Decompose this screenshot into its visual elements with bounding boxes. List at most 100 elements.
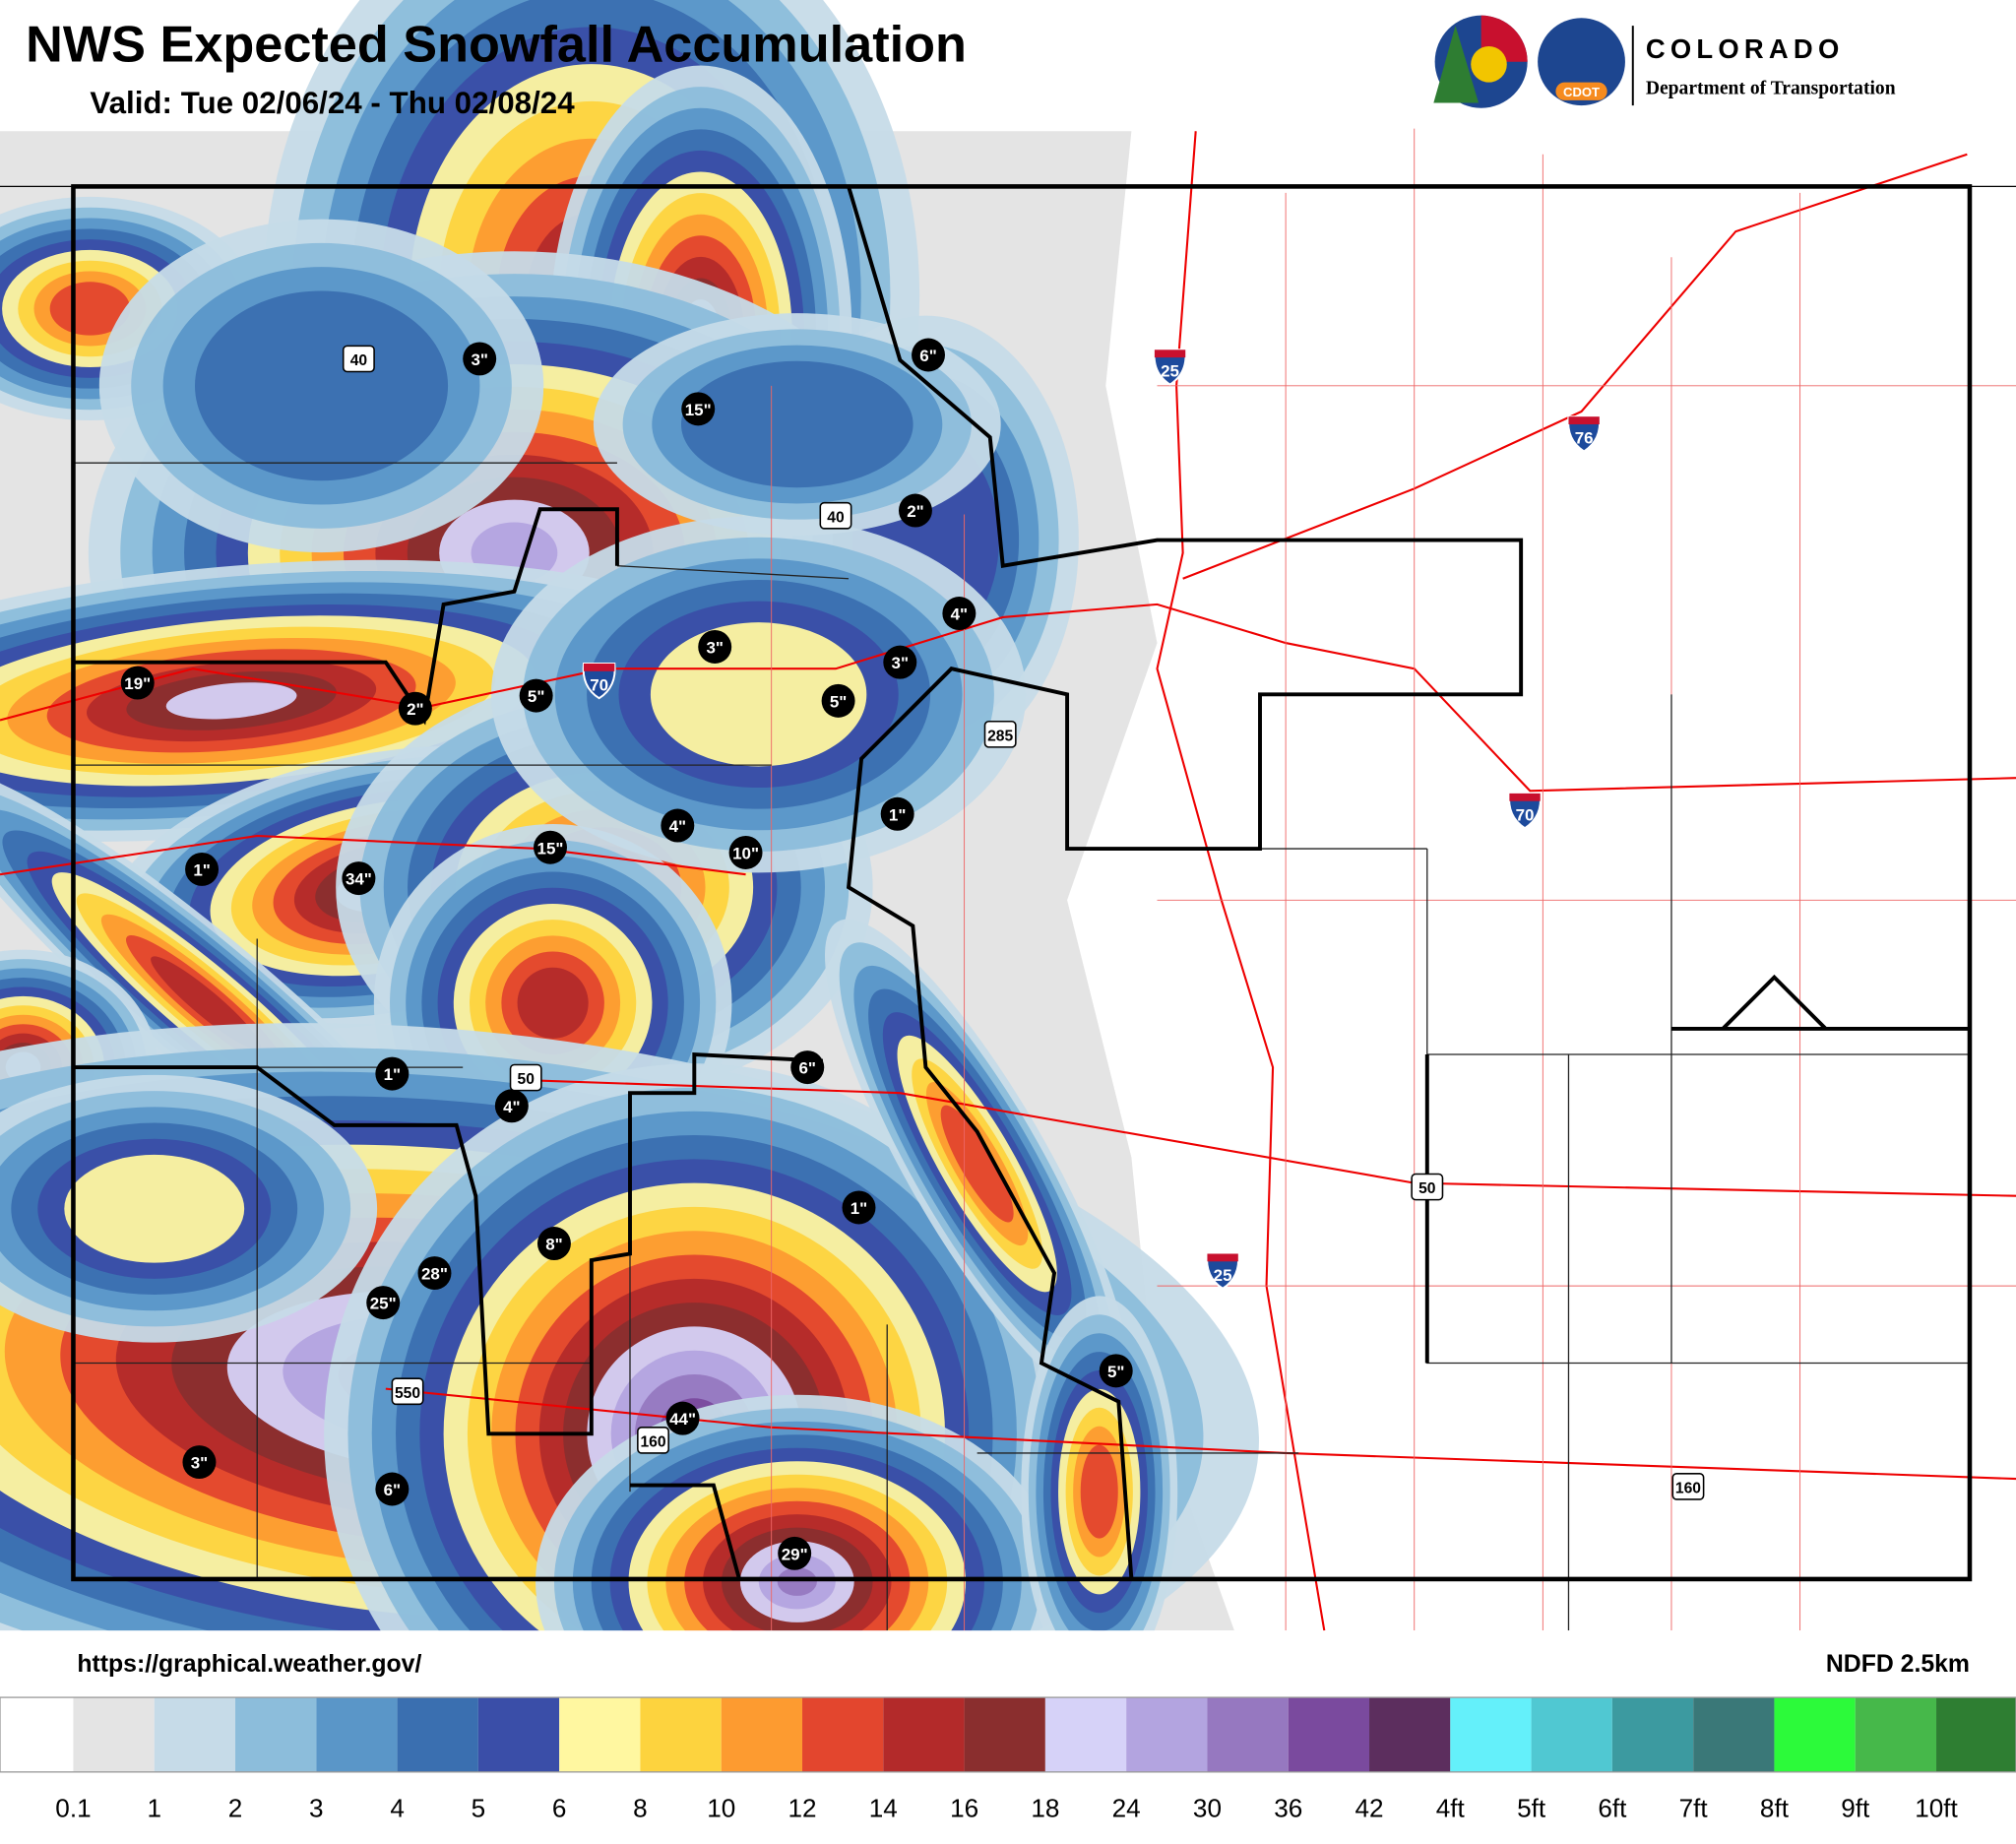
legend-swatch — [721, 1697, 803, 1772]
snow-area — [1080, 1444, 1118, 1539]
snow-label: 19" — [124, 674, 151, 693]
snow-label-dot — [182, 1445, 217, 1480]
snow-label-dot — [842, 1190, 876, 1225]
snow-area — [49, 282, 131, 336]
snow-label-dot — [366, 1286, 401, 1320]
legend-swatch — [1126, 1697, 1208, 1772]
boundaries — [0, 128, 2016, 1631]
snow-label: 6" — [799, 1059, 816, 1078]
legend-swatch — [1531, 1697, 1612, 1772]
source-url[interactable]: https://graphical.weather.gov/ — [77, 1651, 421, 1678]
legend-label: 1 — [147, 1794, 161, 1823]
legend-swatch — [235, 1697, 317, 1772]
snow-label-dot — [665, 1401, 700, 1435]
snow-label-dot — [661, 808, 695, 843]
snow-label: 15" — [685, 401, 712, 419]
legend-label: 9ft — [1841, 1794, 1870, 1823]
snow-area — [940, 1105, 1014, 1223]
snow-label: 8" — [545, 1236, 562, 1254]
valid-dates: Valid: Tue 02/06/24 - Thu 02/08/24 — [90, 86, 575, 120]
snow-label-dot — [698, 630, 732, 664]
snow-label: 10" — [732, 845, 759, 863]
legend-label: 5 — [472, 1794, 486, 1823]
snow-label: 34" — [346, 870, 372, 889]
interstate-shield — [1508, 792, 1543, 830]
interstate-shield — [1206, 1252, 1240, 1290]
snow-label-dot — [375, 1472, 410, 1506]
interstate-shield-top — [1509, 793, 1541, 801]
legend-swatch — [1611, 1697, 1694, 1772]
us-route-label: 50 — [517, 1071, 535, 1088]
legend-swatch — [154, 1697, 236, 1772]
legend-swatch — [1288, 1697, 1370, 1772]
annotations: 3" 15" 6" 2" 4" 3" 3" 5" 5" 2" 19" 1" 4" 10" 15" 34" 1" 1… — [120, 338, 1705, 1570]
interstate-shield-label: 70 — [1516, 805, 1535, 824]
interstate-shield-top — [1207, 1253, 1238, 1262]
legend-label: 5ft — [1517, 1794, 1546, 1823]
us-route-shield — [509, 1063, 542, 1092]
us-route-shield — [1411, 1173, 1444, 1201]
us-route-shield — [1671, 1473, 1705, 1500]
snow-label-dot — [536, 1227, 571, 1261]
legend-swatch — [316, 1697, 398, 1772]
logo-name: COLORADO — [1646, 33, 1845, 64]
legend-swatch — [640, 1697, 722, 1772]
snow-label: 3" — [706, 639, 723, 658]
snow-label: 5" — [528, 687, 544, 706]
legend-label: 3 — [309, 1794, 324, 1823]
legend-swatch — [1693, 1697, 1775, 1772]
legend-label: 0.1 — [55, 1794, 91, 1823]
snow-label: 3" — [892, 654, 909, 672]
snow-label: 2" — [407, 700, 423, 719]
snow-label-dot — [375, 1056, 410, 1091]
legend-swatch — [477, 1697, 560, 1772]
snow-label-dot — [417, 1256, 452, 1291]
snow-label: 1" — [850, 1199, 867, 1218]
snow-label-dot — [880, 796, 914, 831]
legend-label: 14 — [869, 1794, 898, 1823]
interstate-shield-top — [1568, 416, 1600, 425]
interstate-shield-label: 25 — [1214, 1266, 1232, 1285]
legend-label: 16 — [950, 1794, 978, 1823]
legend-label: 42 — [1354, 1794, 1383, 1823]
snow-label: 15" — [537, 839, 564, 858]
snow-area — [195, 290, 449, 481]
us-route-label: 550 — [395, 1385, 420, 1402]
us-route-shield — [983, 720, 1017, 748]
snow-area — [517, 967, 589, 1039]
snow-label: 44" — [669, 1410, 696, 1429]
roads — [0, 131, 2016, 1631]
interstate-shield-top — [1154, 350, 1186, 358]
legend-label: 8ft — [1760, 1794, 1790, 1823]
snow-label-dot — [790, 1050, 825, 1085]
us-route-label: 50 — [1418, 1180, 1436, 1197]
us-route-label: 160 — [1675, 1480, 1701, 1496]
legend-label: 6 — [552, 1794, 567, 1823]
interstate-shield-label: 25 — [1161, 362, 1179, 381]
snow-label-dot — [681, 392, 716, 426]
cdot-circle — [1538, 18, 1625, 106]
snow-label-dot — [534, 830, 567, 864]
snow-label: 5" — [1107, 1363, 1124, 1381]
road — [0, 603, 2016, 793]
snow-label: 4" — [503, 1098, 520, 1116]
legend-swatch — [1450, 1697, 1532, 1772]
legend-swatch — [964, 1697, 1045, 1772]
snow-label: 5" — [830, 692, 847, 711]
interstate-shield — [1153, 349, 1187, 386]
road — [1182, 153, 1968, 580]
snow-label: 2" — [907, 502, 923, 521]
snow-area — [64, 1154, 245, 1263]
logo: CDOT COLORADO Department of Transportati… — [1433, 15, 1896, 108]
interstate-shield-label: 70 — [590, 675, 608, 694]
snow-label: 25" — [370, 1295, 397, 1313]
snow-label: 3" — [191, 1454, 208, 1473]
snow-area — [165, 682, 297, 720]
snow-label: 6" — [384, 1481, 401, 1499]
snow-label-dot — [898, 493, 932, 528]
snow-label-dot — [185, 852, 220, 886]
cdot-badge — [1555, 82, 1607, 100]
legend-label: 8 — [633, 1794, 648, 1823]
legend-swatch — [1855, 1697, 1937, 1772]
legend-label: 2 — [228, 1794, 243, 1823]
